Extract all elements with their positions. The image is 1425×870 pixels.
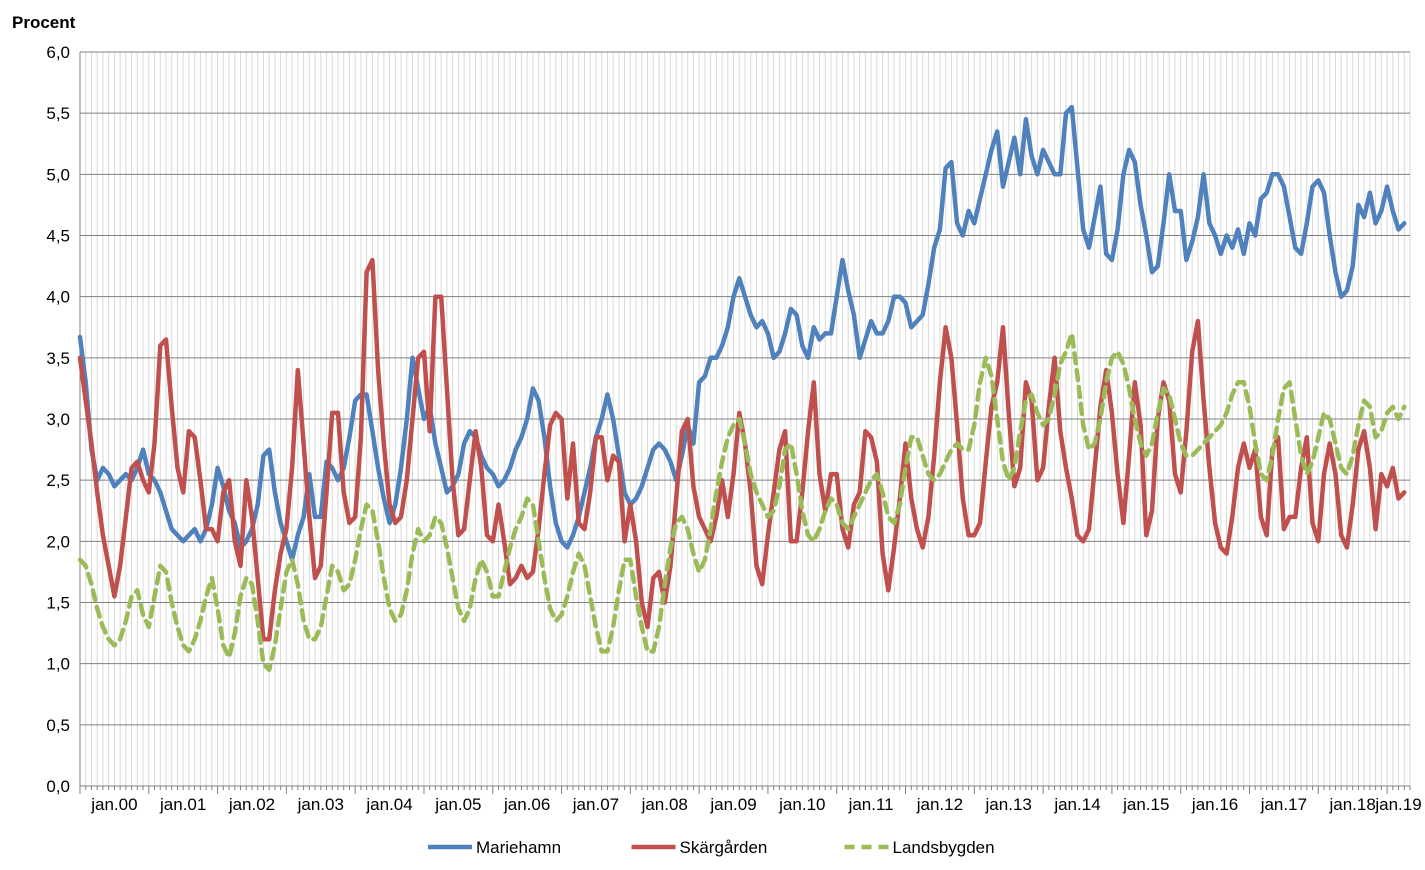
x-tick-label: jan.04 [365,795,412,814]
y-tick-label: 2,0 [46,532,70,551]
x-tick-label: jan.02 [228,795,275,814]
legend-label-Landsbygden: Landsbygden [893,838,995,857]
x-tick-label: jan.18 [1329,795,1376,814]
legend-label-Mariehamn: Mariehamn [476,838,561,857]
y-tick-label: 3,0 [46,410,70,429]
x-tick-label: jan.03 [297,795,344,814]
x-tick-label: jan.19 [1374,795,1421,814]
y-tick-label: 5,0 [46,165,70,184]
y-tick-label: 0,5 [46,716,70,735]
y-axis-title: Procent [12,13,76,32]
y-tick-label: 3,5 [46,349,70,368]
y-tick-label: 2,5 [46,471,70,490]
y-tick-label: 1,5 [46,594,70,613]
x-tick-label: jan.08 [641,795,688,814]
x-tick-label: jan.17 [1260,795,1307,814]
x-tick-label: jan.00 [90,795,137,814]
x-tick-label: jan.14 [1053,795,1100,814]
x-tick-label: jan.01 [159,795,206,814]
x-tick-label: jan.12 [916,795,963,814]
y-tick-label: 4,0 [46,288,70,307]
y-tick-label: 0,0 [46,777,70,796]
chart-container: 0,0 0,5 1,0 1,5 2,0 2,5 3,0 3,5 4,0 4,5 5,0 5,5 6,0 j… [0,0,1425,870]
x-tick-label: jan.11 [848,795,894,814]
x-tick-label: jan.09 [709,795,756,814]
x-tick-label: jan.16 [1191,795,1238,814]
x-tick-label: jan.06 [503,795,550,814]
y-tick-label: 6,0 [46,43,70,62]
y-tick-label: 1,0 [46,655,70,674]
y-tick-label: 5,5 [46,104,70,123]
legend-label-Skärgården: Skärgården [680,838,768,857]
x-tick-label: jan.07 [572,795,619,814]
x-tick-label: jan.05 [434,795,481,814]
legend: Mariehamn Skärgården Landsbygden [428,838,995,857]
x-tick-label: jan.15 [1122,795,1169,814]
x-tick-label: jan.13 [985,795,1032,814]
x-tick-label: jan.10 [778,795,825,814]
y-tick-label: 4,5 [46,227,70,246]
